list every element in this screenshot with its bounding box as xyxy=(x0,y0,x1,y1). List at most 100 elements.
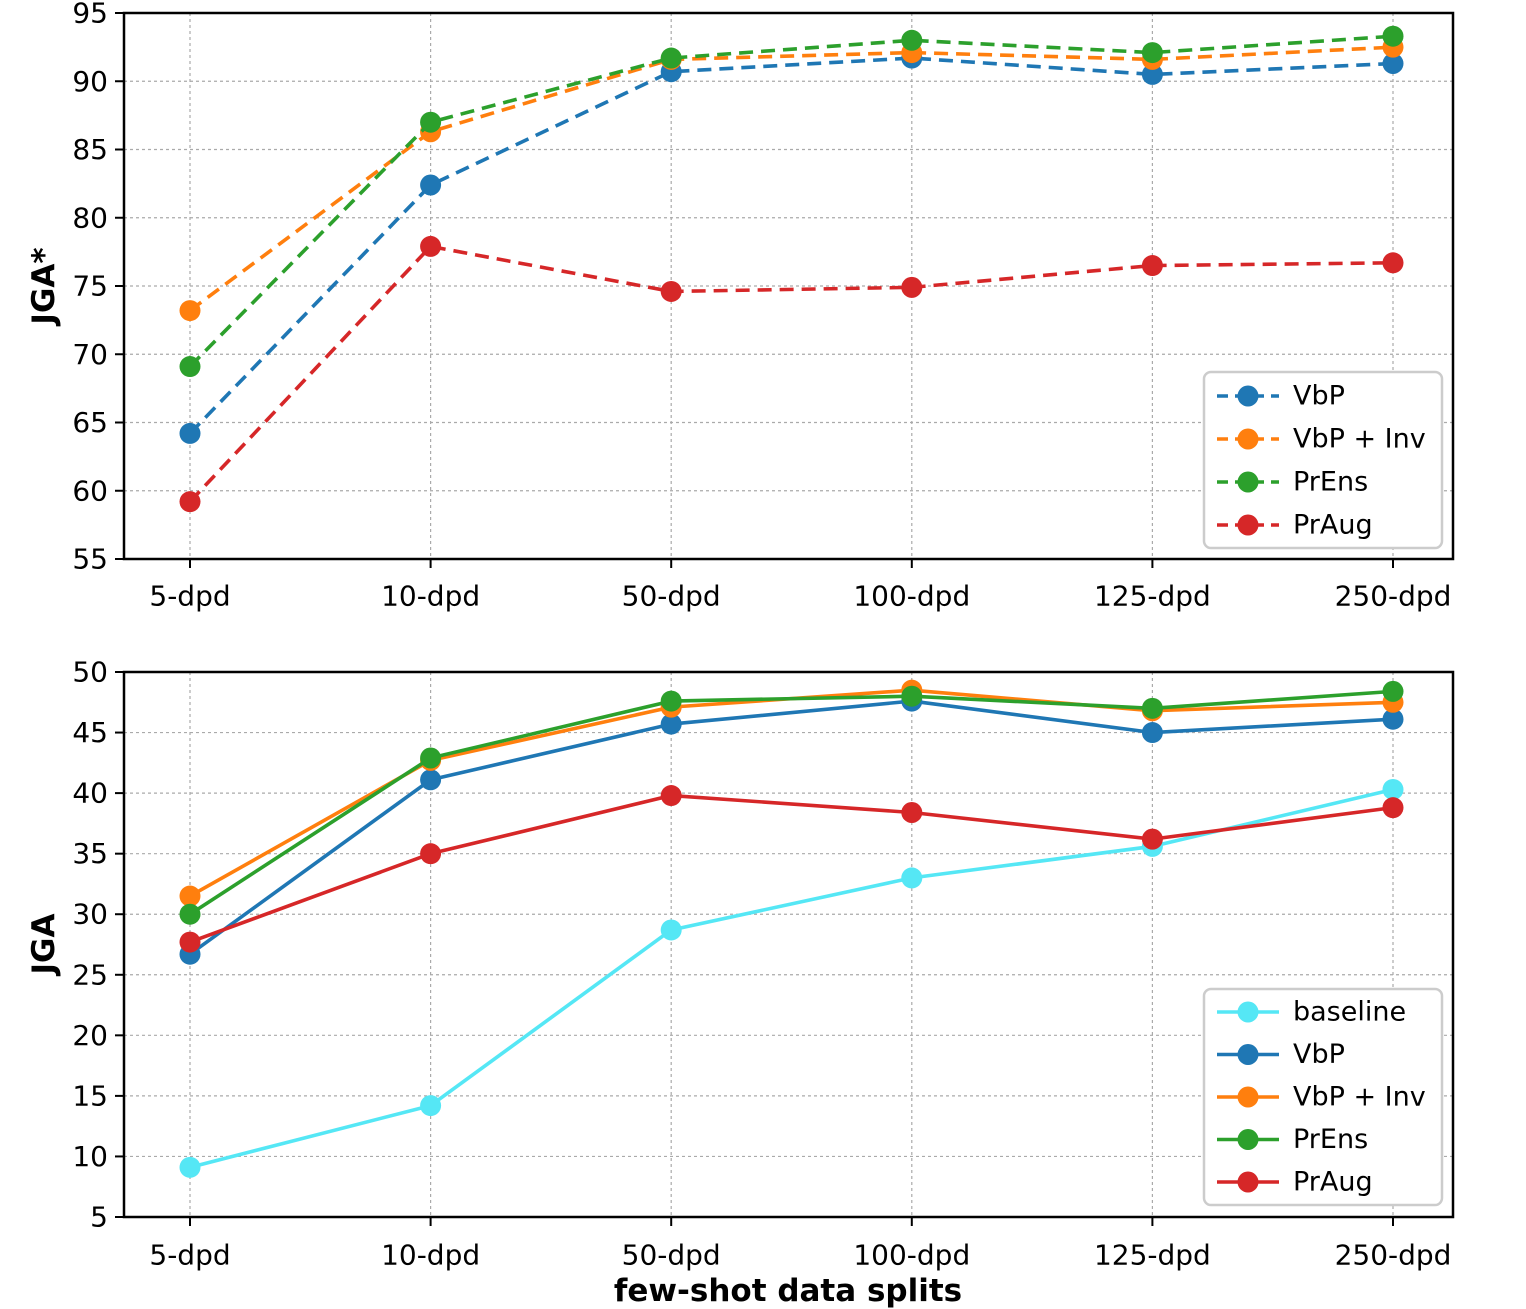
y-tick-label: 80 xyxy=(72,201,108,234)
legend-label: PrEns xyxy=(1293,1124,1368,1155)
series-praug xyxy=(179,785,1404,953)
legend-item-praug: PrAug xyxy=(1217,1167,1373,1198)
data-point-marker xyxy=(179,885,201,907)
legend-item-praug: PrAug xyxy=(1217,510,1373,541)
y-tick-label: 60 xyxy=(72,474,108,507)
legend-item-baseline: baseline xyxy=(1217,997,1406,1028)
legend-item-vbp-inv: VbP + Inv xyxy=(1217,1082,1426,1113)
x-tick-label: 100-dpd xyxy=(853,580,970,613)
x-tick-label: 100-dpd xyxy=(853,1239,970,1272)
legend-item-vbp: VbP xyxy=(1217,1039,1345,1070)
legend-label: VbP + Inv xyxy=(1293,424,1426,455)
data-point-marker xyxy=(1382,708,1404,730)
data-point-marker xyxy=(179,1156,201,1178)
series-vbp-inv xyxy=(179,36,1404,322)
y-tick-label: 90 xyxy=(72,65,108,98)
data-point-marker xyxy=(179,903,201,925)
y-tick-label: 65 xyxy=(72,406,108,439)
x-tick-label: 250-dpd xyxy=(1335,580,1452,613)
data-point-marker xyxy=(901,276,923,298)
series-line xyxy=(189,793,1394,944)
data-point-marker xyxy=(660,713,682,735)
data-point-marker xyxy=(179,300,201,322)
y-tick-label: 55 xyxy=(72,543,108,576)
data-point-marker xyxy=(1141,42,1163,64)
legend-label: VbP + Inv xyxy=(1293,1082,1426,1113)
legend-marker xyxy=(1237,1044,1259,1065)
data-point-marker xyxy=(179,491,201,513)
legend-marker xyxy=(1237,1129,1259,1150)
panel-jga: 5-dpd 10-dpd 50-dpd 100-dpd 125-dpd 250-dpd 55… xyxy=(72,0,1455,613)
series-prens xyxy=(179,25,1404,378)
legend-box xyxy=(1202,987,1444,1207)
data-point-marker xyxy=(1382,25,1404,47)
y-tick-label: 5 xyxy=(90,1201,108,1234)
x-tick-label: 125-dpd xyxy=(1094,1239,1211,1272)
series-line xyxy=(189,689,1394,916)
y-tick-label: 25 xyxy=(72,958,108,991)
x-tick-label: 5-dpd xyxy=(149,1239,230,1272)
data-point-marker xyxy=(1141,722,1163,744)
data-point-marker xyxy=(420,174,442,196)
legend-label: PrAug xyxy=(1293,1167,1373,1198)
data-point-marker xyxy=(420,769,442,791)
legend-marker xyxy=(1237,1086,1259,1108)
y-axis-label-bottom: JGA xyxy=(26,913,62,975)
y-tick-label: 10 xyxy=(72,1140,108,1173)
series-line xyxy=(188,34,1394,368)
legend-item-prens: PrEns xyxy=(1217,1124,1368,1155)
y-tick-label: 70 xyxy=(72,338,108,371)
legend-marker xyxy=(1237,428,1259,450)
data-point-marker xyxy=(1141,697,1163,719)
axis-tick-labels: 5-dpd 10-dpd 50-dpd 100-dpd 125-dpd 250-dpd 55… xyxy=(72,0,1451,613)
legend-label: baseline xyxy=(1293,997,1406,1028)
legend-marker xyxy=(1237,1171,1259,1193)
data-point-marker xyxy=(179,422,201,444)
legend-box xyxy=(1202,370,1444,550)
x-tick-label: 50-dpd xyxy=(622,580,721,613)
series-vbp xyxy=(179,690,1404,965)
legend-marker xyxy=(1237,471,1259,493)
data-point-marker xyxy=(1141,63,1163,85)
series-praug xyxy=(179,235,1404,513)
legend-item-vbp: VbP xyxy=(1217,381,1345,412)
data-point-marker xyxy=(901,29,923,51)
y-tick-label: 95 xyxy=(72,0,108,30)
legend: VbP VbP + Inv PrEns PrAug xyxy=(1202,370,1444,550)
data-point-marker xyxy=(660,47,682,69)
y-tick-label: 20 xyxy=(72,1019,108,1052)
x-tick-label: 5-dpd xyxy=(149,580,230,613)
legend-marker xyxy=(1237,1001,1259,1023)
data-point-marker xyxy=(1382,797,1404,819)
data-point-marker xyxy=(1382,252,1404,274)
legend-label: PrEns xyxy=(1293,467,1368,498)
y-tick-label: 45 xyxy=(72,716,108,749)
y-tick-label: 75 xyxy=(72,270,108,303)
series-line xyxy=(188,699,1394,956)
data-point-marker xyxy=(420,843,442,865)
y-tick-label: 15 xyxy=(72,1079,108,1112)
data-point-marker xyxy=(660,280,682,302)
legend: baseline VbP VbP + Inv PrEns PrAug xyxy=(1202,987,1444,1207)
data-point-marker xyxy=(901,801,923,823)
series-prens xyxy=(179,680,1404,925)
data-point-marker xyxy=(420,1095,442,1117)
y-tick-label: 40 xyxy=(72,777,108,810)
y-tick-label: 85 xyxy=(72,133,108,166)
plot-border xyxy=(122,670,1455,1219)
x-tick-label: 10-dpd xyxy=(381,580,480,613)
legend-marker xyxy=(1237,385,1259,407)
x-tick-label: 10-dpd xyxy=(381,1239,480,1272)
series-line xyxy=(188,56,1394,435)
data-point-marker xyxy=(420,235,442,257)
data-point-marker xyxy=(1382,778,1404,800)
y-tick-label: 35 xyxy=(72,837,108,870)
x-tick-label: 125-dpd xyxy=(1094,580,1211,613)
data-point-marker xyxy=(179,931,201,953)
panel-jga: 5-dpd 10-dpd 50-dpd 100-dpd 125-dpd 250-dpd 5 1… xyxy=(72,656,1455,1272)
series-baseline xyxy=(179,778,1404,1178)
data-point-marker xyxy=(1382,680,1404,702)
x-tick-label: 250-dpd xyxy=(1335,1239,1452,1272)
axis-ticks xyxy=(115,671,1394,1226)
